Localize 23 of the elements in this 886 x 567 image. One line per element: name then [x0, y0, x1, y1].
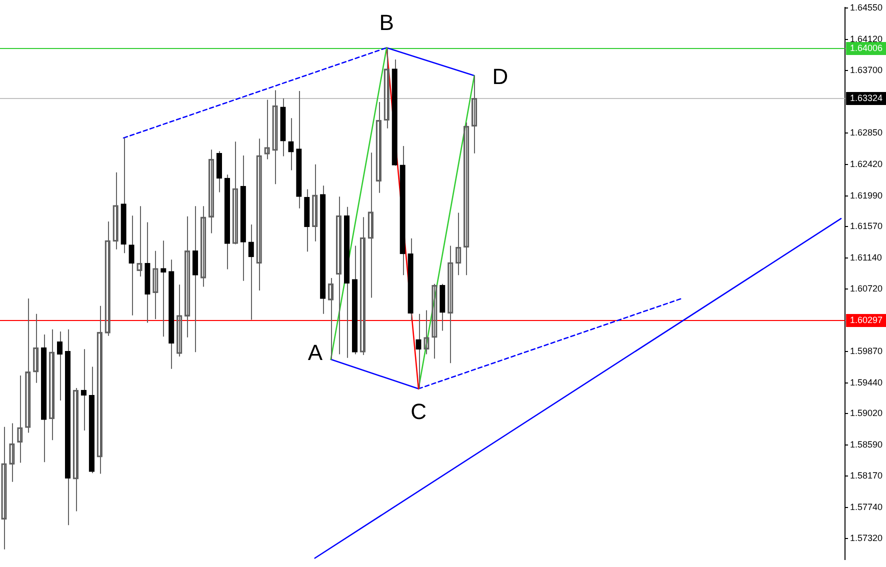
y-tick-label: 1.61990	[850, 190, 883, 200]
ref-line-label: 1.64006	[850, 42, 883, 53]
y-tick-label: 1.57320	[850, 532, 883, 543]
y-tick-label: 1.64120	[850, 34, 883, 44]
y-tick-label: 1.61570	[850, 221, 883, 232]
y-tick-label: 1.59870	[850, 346, 883, 356]
annotation: A	[308, 340, 323, 366]
y-tick-label: 1.58170	[850, 470, 883, 480]
y-tick-label: 1.58590	[850, 440, 883, 450]
y-tick-label: 1.62420	[850, 158, 883, 169]
y-tick-label: 1.62850	[850, 127, 883, 138]
annotation: C	[410, 398, 427, 424]
ref-line-label: 1.60297	[850, 314, 883, 325]
y-tick-label: 1.61140	[850, 252, 882, 263]
annotation: D	[492, 64, 508, 90]
y-tick-label: 1.64550	[850, 2, 883, 13]
y-tick-label: 1.60720	[850, 283, 883, 294]
y-tick-label: 1.57740	[850, 502, 883, 512]
annotation: B	[379, 10, 394, 35]
y-tick-label: 1.59020	[850, 408, 883, 418]
y-tick-label: 1.63700	[850, 64, 883, 75]
y-tick-label: 1.59440	[850, 377, 883, 388]
ref-line-label: 1.63324	[850, 92, 883, 103]
